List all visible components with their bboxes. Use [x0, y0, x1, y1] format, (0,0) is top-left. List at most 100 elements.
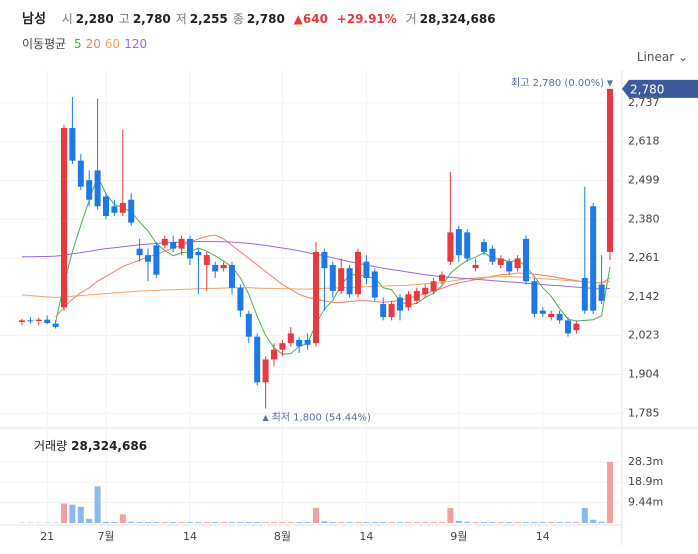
volume-bar: [279, 522, 286, 523]
volume-bar: [128, 521, 135, 523]
candle-body: [203, 255, 210, 265]
volume-title-value: 28,324,686: [71, 439, 147, 453]
volume-tick-label: 18.9m: [628, 475, 663, 488]
price-tag-box: [622, 79, 698, 98]
volume-bar: [590, 519, 597, 523]
candle-body: [136, 248, 143, 256]
high-marker: ▼: [607, 78, 614, 87]
volume-bar: [355, 522, 361, 523]
summary: 시 2,280 고 2,780 저 2,255 종 2,780: [62, 12, 290, 26]
volume-bar: [439, 522, 445, 523]
y-tick-label: 1,785: [628, 406, 660, 419]
volume-bar: [321, 521, 328, 523]
volume-title-label: 거래량: [34, 439, 67, 453]
candle-body: [455, 229, 462, 256]
volume-bar: [69, 504, 76, 523]
volume-bar: [413, 522, 420, 523]
volume-bar: [304, 522, 311, 523]
volume-bar: [607, 461, 613, 523]
candle-body: [514, 258, 521, 269]
candle-body: [153, 245, 160, 275]
volume-bar: [254, 522, 261, 523]
volume-bar: [548, 522, 555, 523]
y-tick-label: 2,023: [628, 329, 660, 342]
volume-bar: [397, 522, 403, 523]
candle-body: [371, 271, 378, 298]
volume-bar: [346, 522, 353, 523]
candle-body: [271, 349, 277, 360]
volume-bar: [565, 522, 571, 523]
candle-body: [338, 268, 345, 292]
volume-tick-label: 9.44m: [628, 496, 663, 509]
volume-bar: [203, 522, 210, 523]
candle-body: [413, 291, 420, 301]
candle-body: [44, 319, 51, 323]
candle-body: [195, 251, 202, 256]
candle-body: [161, 238, 168, 246]
candle-body: [329, 264, 336, 292]
volume-bar: [598, 521, 605, 523]
candle-body: [52, 323, 59, 327]
candle-body: [439, 274, 445, 282]
candle-body: [103, 196, 109, 217]
y-tick-label: 2,499: [628, 174, 660, 187]
volume-bar: [271, 522, 277, 523]
summary-label: 종: [232, 12, 244, 26]
volume-bar: [447, 507, 454, 523]
candle-body: [187, 238, 193, 259]
candle-body: [94, 170, 101, 207]
volume-bar: [145, 522, 151, 523]
candle-body: [397, 297, 403, 311]
candle-body: [145, 255, 151, 262]
summary-value: 2,780: [246, 12, 285, 26]
summary-label: 저: [175, 12, 187, 26]
volume-bar: [103, 521, 109, 523]
candle-body: [556, 313, 563, 321]
volume-bar: [94, 486, 101, 523]
x-tick-label: 21: [40, 530, 54, 543]
volume-bar: [170, 522, 177, 523]
volume-bar: [195, 522, 202, 523]
candle-body: [69, 128, 76, 161]
scale-mode-label[interactable]: Linear: [636, 50, 675, 64]
volume-bar: [245, 522, 252, 523]
candle-body: [119, 203, 126, 213]
candle-body: [86, 180, 93, 200]
volume-bar: [422, 522, 429, 523]
volume-bar: [61, 503, 67, 523]
candle-body: [170, 242, 177, 249]
candle-body: [178, 238, 185, 249]
x-tick-label: 14: [183, 530, 197, 543]
volume-bar: [573, 522, 580, 523]
volume-bar: [313, 507, 319, 523]
candle-body: [229, 264, 235, 288]
volume-bar: [178, 522, 185, 523]
candle-body: [321, 251, 328, 269]
volume-bar: [464, 521, 471, 523]
candle-body: [313, 251, 319, 344]
volume-bar: [581, 507, 588, 523]
volume-bar: [296, 522, 303, 523]
scale-mode[interactable]: Linear ⌄: [636, 50, 688, 64]
ma-legend-entry: 20: [85, 37, 101, 51]
candle-body: [304, 339, 311, 345]
candle-body: [19, 320, 25, 322]
y-tick-label: 2,261: [628, 251, 660, 264]
volume-bar: [489, 522, 496, 523]
volume-bar: [531, 522, 538, 523]
candle-body: [598, 284, 605, 301]
volume-bar: [338, 522, 345, 523]
candle-body: [245, 313, 252, 337]
header: 남성 시 2,280 고 2,780 저 2,255 종 2,780 ▲640 +29.91%…: [22, 8, 501, 27]
volume-bar: [514, 522, 521, 523]
candle-body: [296, 339, 303, 347]
candle-body: [212, 264, 219, 272]
volume-bar: [380, 522, 387, 523]
x-tick-label: 8월: [274, 530, 291, 543]
candle-body: [481, 242, 487, 252]
candle-body: [346, 268, 353, 295]
candle-body: [287, 333, 294, 344]
volume-bar: [287, 522, 294, 523]
